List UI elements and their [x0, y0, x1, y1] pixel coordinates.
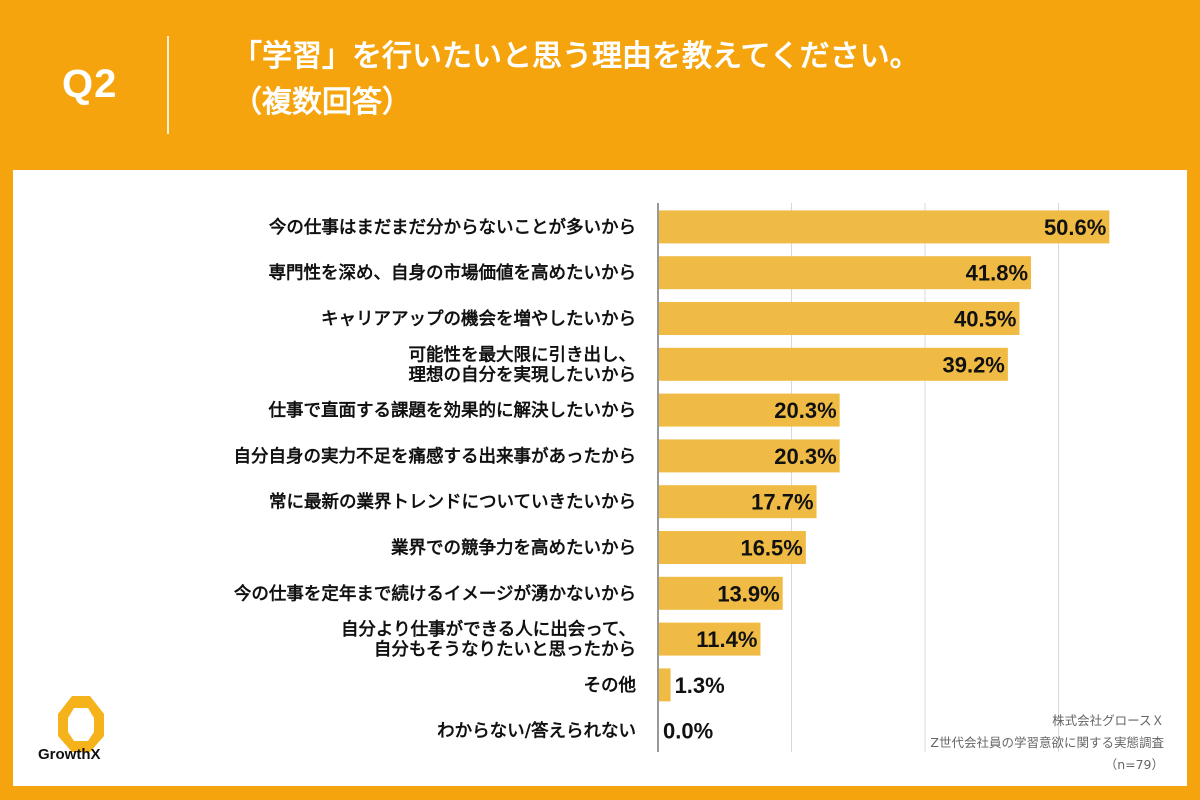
category-label: 常に最新の業界トレンドについていきたいから [269, 492, 636, 513]
bar [659, 347, 1008, 381]
category-label: 自分より仕事ができる人に出会って、自分もそうなりたいと思ったから [341, 619, 636, 660]
question-title-line1: 「学習」を行いたいと思う理由を教えてください。 [232, 39, 920, 74]
category-label: 可能性を最大限に引き出し、理想の自分を実現したいから [409, 344, 637, 385]
bar [659, 531, 806, 564]
value-label: 0.0% [663, 719, 713, 744]
brand-logo-text: GrowthX [38, 746, 101, 763]
value-label: 50.6% [1044, 215, 1106, 240]
bar [659, 302, 1020, 335]
category-label: わからない/答えられない [437, 721, 636, 742]
value-label: 40.5% [954, 307, 1016, 332]
question-label: Q2 [62, 62, 118, 106]
bar [659, 576, 783, 610]
bar [659, 485, 817, 519]
category-label: 仕事で直面する課題を効果的に解決したいから [268, 400, 637, 421]
category-label: 専門性を深め、自身の市場価値を高めたいから [269, 263, 637, 284]
category-label: その他 [584, 675, 637, 696]
category-label: 今の仕事はまだまだ分からないことが多いから [268, 217, 636, 238]
category-label: 業界での競争力を高めたいから [390, 538, 636, 559]
value-label: 11.4% [696, 627, 757, 652]
value-label: 1.3% [675, 673, 725, 698]
source-note: 株式会社グロースＸ Z世代会社員の学習意欲に関する実態調査 （n=79） [930, 710, 1164, 776]
category-label: キャリアアップの機会を増やしたいから [321, 309, 636, 330]
category-label: 自分自身の実力不足を痛感する出来事があったから [234, 446, 637, 467]
value-label: 39.2% [942, 352, 1004, 377]
value-label: 20.3% [774, 398, 836, 423]
bar [659, 668, 671, 702]
value-label: 16.5% [740, 536, 802, 561]
question-title-line2: （複数回答） [232, 85, 412, 120]
bar [659, 210, 1110, 244]
bar [659, 393, 840, 427]
source-survey: Z世代会社員の学習意欲に関する実態調査 [930, 735, 1164, 750]
question-title: 「学習」を行いたいと思う理由を教えてください。 （複数回答） [232, 34, 1172, 126]
value-label: 20.3% [774, 444, 836, 469]
bar [659, 622, 761, 656]
bar [659, 256, 1032, 290]
header: Q2 「学習」を行いたいと思う理由を教えてください。 （複数回答） [0, 0, 1200, 165]
value-label: 13.9% [717, 581, 779, 606]
source-sample: （n=79） [1104, 757, 1164, 772]
bar [659, 439, 840, 473]
growthx-logo-icon [58, 696, 104, 752]
source-company: 株式会社グロースＸ [1052, 713, 1164, 728]
value-label: 41.8% [966, 261, 1028, 286]
category-label: 今の仕事を定年まで続けるイメージが湧かないから [233, 583, 636, 604]
header-divider [167, 36, 169, 134]
value-label: 17.7% [751, 490, 813, 515]
